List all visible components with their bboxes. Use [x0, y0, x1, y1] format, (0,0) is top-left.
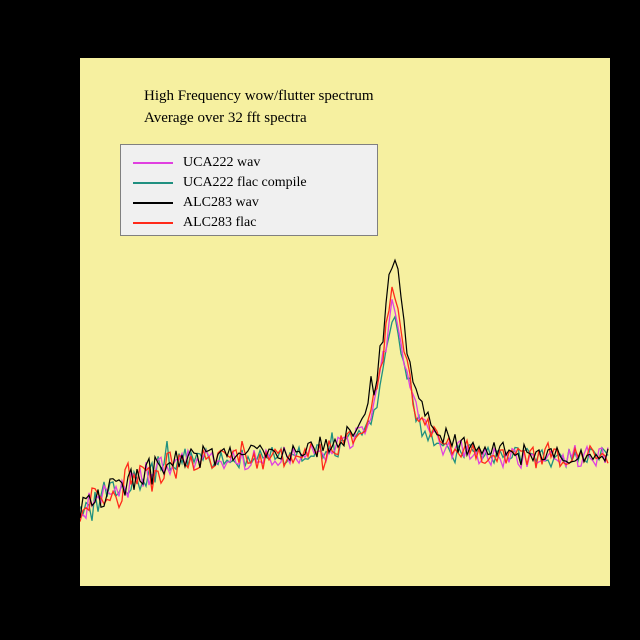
legend-label: UCA222 wav — [183, 155, 260, 171]
legend-label: ALC283 wav — [183, 195, 259, 211]
legend-swatch — [133, 222, 173, 224]
series-line — [80, 287, 608, 522]
legend-item: ALC283 wav — [133, 193, 259, 213]
legend-label: ALC283 flac — [183, 215, 256, 231]
legend-label: UCA222 flac compile — [183, 175, 307, 191]
legend-item: UCA222 wav — [133, 153, 260, 173]
legend-swatch — [133, 202, 173, 204]
legend-item: ALC283 flac — [133, 213, 256, 233]
series-line — [80, 260, 608, 518]
legend-item: UCA222 flac compile — [133, 173, 307, 193]
legend-swatch — [133, 182, 173, 184]
series-line — [80, 299, 608, 518]
chart-frame: High Frequency wow/flutter spectrum Aver… — [0, 0, 640, 640]
series-line — [80, 317, 608, 521]
legend-swatch — [133, 162, 173, 164]
spectrum-plot — [0, 0, 640, 640]
legend: UCA222 wav UCA222 flac compile ALC283 wav A… — [120, 144, 378, 236]
